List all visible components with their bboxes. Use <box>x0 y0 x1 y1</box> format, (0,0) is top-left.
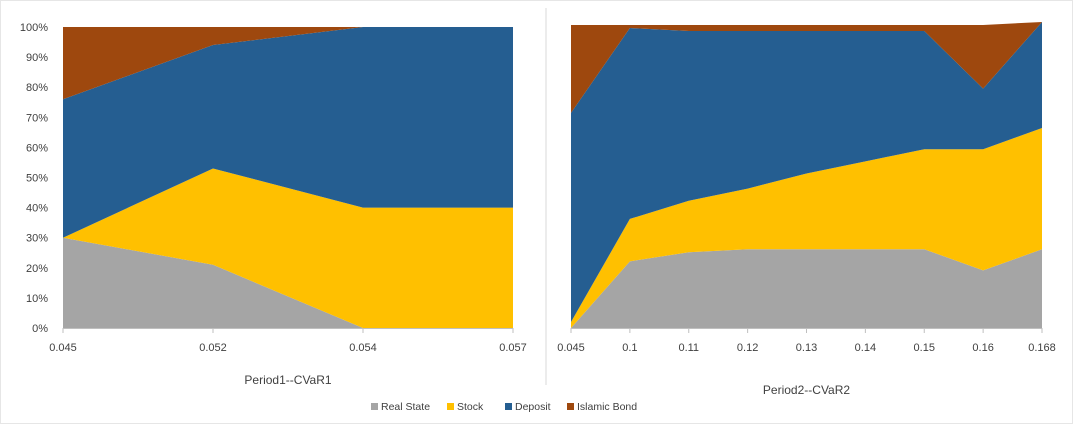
x-axis-title: Period2--CVaR2 <box>763 383 850 397</box>
legend-swatch <box>567 403 574 410</box>
x-tick-label: 0.11 <box>678 342 699 354</box>
legend-label: Real State <box>381 401 430 413</box>
legend-swatch <box>371 403 378 410</box>
x-axis-title: Period1--CVaR1 <box>244 373 331 387</box>
x-tick-label: 0.052 <box>199 342 227 354</box>
legend-item-real-state: Real State <box>371 401 430 413</box>
x-tick-label: 0.054 <box>349 342 377 354</box>
y-tick-label: 40% <box>26 203 48 215</box>
legend-item-stock: Stock <box>447 401 484 413</box>
legend-label: Islamic Bond <box>577 401 637 413</box>
x-tick-label: 0.168 <box>1028 342 1056 354</box>
y-tick-label: 30% <box>26 233 48 245</box>
x-tick-label: 0.045 <box>557 342 585 354</box>
x-tick-label: 0.15 <box>914 342 935 354</box>
area-real-state-p2 <box>571 249 1042 328</box>
area-real-state-p1 <box>63 237 513 328</box>
x-tick-label: 0.045 <box>49 342 77 354</box>
legend-item-islamic-bond: Islamic Bond <box>567 401 637 413</box>
legend-item-deposit: Deposit <box>505 401 551 413</box>
y-tick-label: 50% <box>26 173 48 185</box>
area-deposit-p2 <box>571 21 1042 322</box>
y-tick-label: 0% <box>32 323 48 335</box>
y-tick-label: 60% <box>26 142 48 154</box>
chart-period1: 0.045 0.052 0.054 0.057 0% 10% 20% 30% 40% 50% 60%… <box>20 22 527 387</box>
y-tick-label: 20% <box>26 263 48 275</box>
legend-swatch <box>505 403 512 410</box>
y-tick-label: 90% <box>26 52 48 64</box>
area-islamic-bond-p1 <box>63 27 513 100</box>
area-stock-p1 <box>63 168 513 328</box>
x-tick-label: 0.1 <box>622 342 637 354</box>
x-tick-label: 0.057 <box>499 342 527 354</box>
y-tick-label: 80% <box>26 82 48 94</box>
legend-swatch <box>447 403 454 410</box>
y-tick-label: 100% <box>20 22 48 34</box>
x-tick-label: 0.14 <box>855 342 876 354</box>
x-tick-label: 0.16 <box>972 342 993 354</box>
chart-period2: 0.045 0.1 0.11 0.12 0.13 0.14 0.15 0.16 0.168 Per… <box>557 21 1056 397</box>
legend: Real State Stock Deposit Islamic Bond <box>371 401 637 413</box>
legend-label: Deposit <box>515 401 551 413</box>
y-tick-label: 70% <box>26 112 48 124</box>
y-tick-label: 10% <box>26 293 48 305</box>
area-islamic-bond-p2 <box>571 21 1042 113</box>
legend-label: Stock <box>457 401 484 413</box>
area-deposit-p1 <box>63 27 513 238</box>
area-stock-p2 <box>571 128 1042 328</box>
x-tick-label: 0.13 <box>796 342 817 354</box>
x-tick-label: 0.12 <box>737 342 758 354</box>
